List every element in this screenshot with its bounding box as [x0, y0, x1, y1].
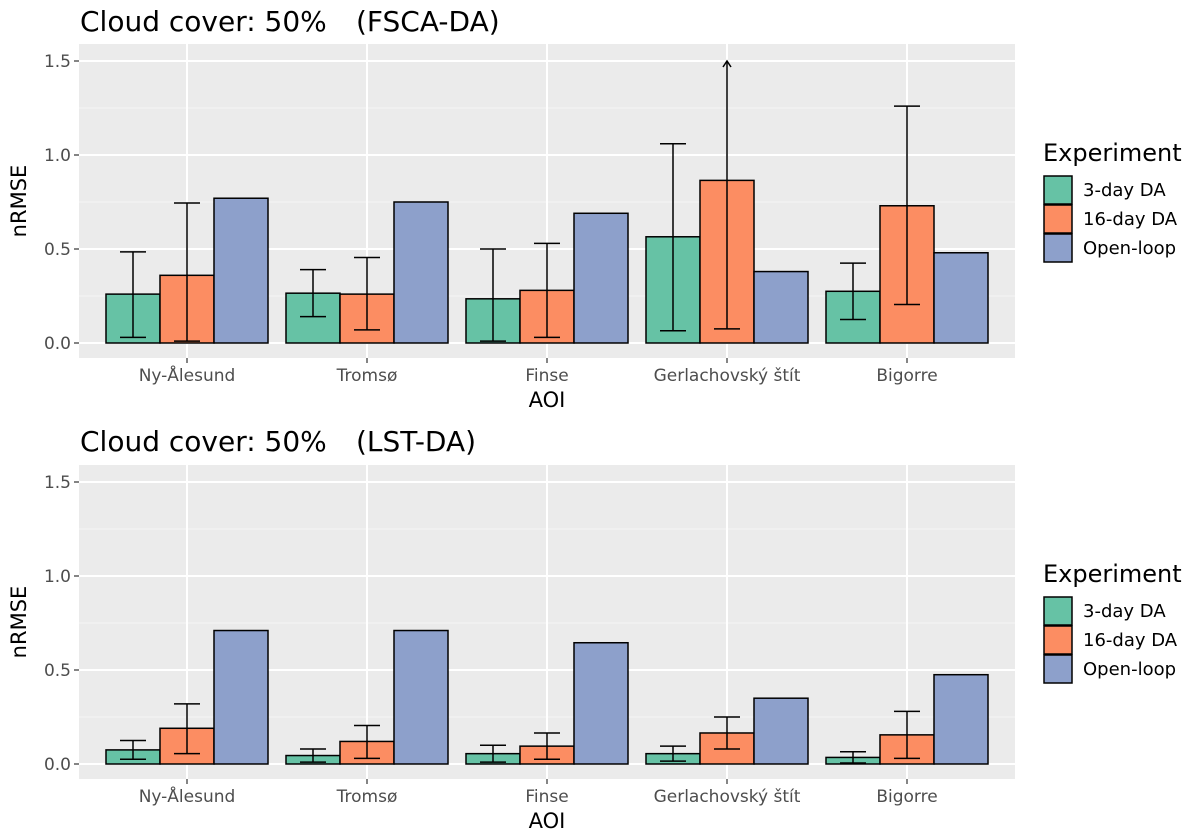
bar [573, 212, 629, 344]
chart-title: Cloud cover: 50% [80, 5, 327, 38]
legend-key [1043, 204, 1073, 234]
chart-title-suffix: (LST-DA) [356, 425, 476, 458]
bar [213, 197, 269, 344]
legend-title: Experiment [1043, 560, 1182, 588]
legend-key [1043, 654, 1073, 684]
bar [933, 252, 989, 344]
y-tick-label: 1.0 [44, 567, 71, 587]
legend-key [1043, 625, 1073, 655]
y-tick-label: 0.0 [44, 334, 71, 354]
legend-label: 16-day DA [1083, 209, 1178, 230]
y-axis-label: nRMSE [7, 165, 31, 238]
x-tick-label: Finse [525, 366, 568, 386]
bar [573, 641, 629, 765]
legend-key [1043, 233, 1073, 263]
bar [753, 697, 809, 765]
bar [393, 201, 449, 344]
legend-title: Experiment [1043, 139, 1182, 167]
y-tick-label: 0.0 [44, 755, 71, 775]
y-tick-label: 0.5 [44, 240, 71, 260]
error-bar-arrow [722, 59, 732, 68]
x-tick-label: Bigorre [876, 366, 937, 386]
chart-panel-1: Cloud cover: 50% (FSCA-DA) 0.0 0.5 1.0 1.5 Ny-… [7, 5, 1182, 412]
legend-label: 16-day DA [1083, 630, 1178, 651]
legend-key [1043, 596, 1073, 626]
y-tick-label: 0.5 [44, 661, 71, 681]
x-tick-label: Gerlachovský štít [654, 366, 801, 386]
chart-title-suffix: (FSCA-DA) [356, 5, 500, 38]
x-axis-label: AOI [529, 388, 566, 412]
x-tick-label: Bigorre [876, 787, 937, 807]
legend-label: 3-day DA [1083, 180, 1166, 201]
x-tick-label: Gerlachovský štít [654, 787, 801, 807]
bar [933, 673, 989, 765]
x-tick-label: Finse [525, 787, 568, 807]
y-tick-label: 1.5 [44, 473, 71, 493]
x-tick-label: Ny-Ålesund [139, 364, 236, 386]
chart-panel-2: Cloud cover: 50% (LST-DA) 0.0 0.5 1.0 1.5 Ny-Å… [7, 425, 1182, 832]
legend-key [1043, 175, 1073, 205]
y-tick-label: 1.0 [44, 146, 71, 166]
bar [213, 629, 269, 765]
y-axis-label: nRMSE [7, 586, 31, 659]
x-tick-label: Tromsø [336, 366, 398, 386]
legend-label: Open-loop [1083, 659, 1176, 680]
bar [393, 629, 449, 765]
chart-title: Cloud cover: 50% [80, 425, 327, 458]
bar [753, 270, 809, 344]
x-axis-label: AOI [529, 809, 566, 832]
y-tick-label: 1.5 [44, 52, 71, 72]
legend-label: 3-day DA [1083, 601, 1166, 622]
x-tick-label: Ny-Ålesund [139, 785, 236, 807]
x-tick-label: Tromsø [336, 787, 398, 807]
legend-label: Open-loop [1083, 238, 1176, 259]
